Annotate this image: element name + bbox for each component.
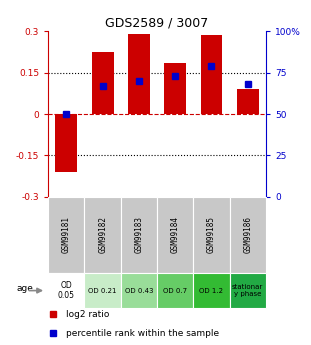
Text: GSM99183: GSM99183 <box>134 216 143 253</box>
Text: GSM99181: GSM99181 <box>62 216 71 253</box>
Text: OD
0.05: OD 0.05 <box>58 281 75 300</box>
Text: percentile rank within the sample: percentile rank within the sample <box>66 329 219 338</box>
Bar <box>48 197 85 273</box>
Bar <box>201 35 222 114</box>
Text: stationar
y phase: stationar y phase <box>232 284 263 297</box>
Text: OD 1.2: OD 1.2 <box>199 288 224 294</box>
Bar <box>237 89 259 114</box>
Bar <box>230 197 266 273</box>
Bar <box>121 273 157 308</box>
Bar <box>157 273 193 308</box>
Bar <box>92 52 114 114</box>
Bar <box>128 34 150 114</box>
Bar <box>55 114 77 172</box>
Text: GSM99185: GSM99185 <box>207 216 216 253</box>
Text: GSM99184: GSM99184 <box>171 216 180 253</box>
Bar <box>193 273 230 308</box>
Text: GSM99186: GSM99186 <box>243 216 252 253</box>
Text: OD 0.21: OD 0.21 <box>88 288 117 294</box>
Text: OD 0.7: OD 0.7 <box>163 288 187 294</box>
Text: OD 0.43: OD 0.43 <box>125 288 153 294</box>
Bar <box>121 197 157 273</box>
Bar <box>85 273 121 308</box>
Bar <box>230 273 266 308</box>
Title: GDS2589 / 3007: GDS2589 / 3007 <box>105 17 209 30</box>
Bar <box>85 197 121 273</box>
Text: GSM99182: GSM99182 <box>98 216 107 253</box>
Bar <box>193 197 230 273</box>
Text: age: age <box>17 284 34 293</box>
Bar <box>48 273 85 308</box>
Bar <box>157 197 193 273</box>
Text: log2 ratio: log2 ratio <box>66 310 109 319</box>
Bar <box>164 63 186 114</box>
